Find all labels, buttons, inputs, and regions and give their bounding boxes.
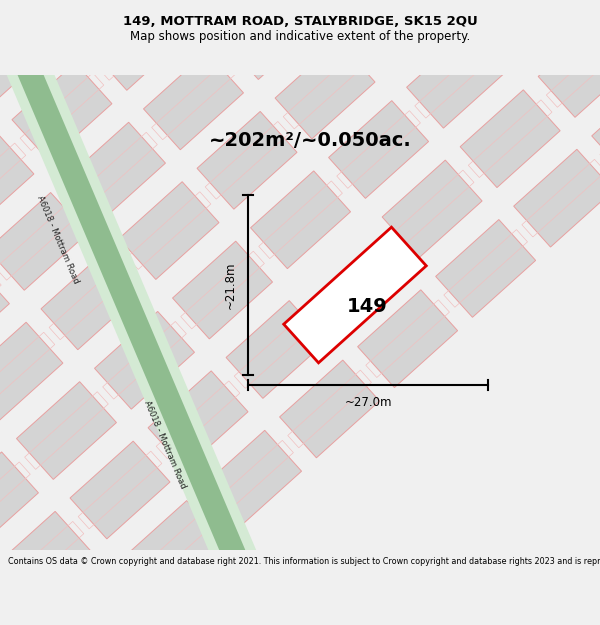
Polygon shape [65, 122, 166, 220]
Polygon shape [592, 79, 600, 177]
Polygon shape [284, 227, 426, 363]
Polygon shape [358, 290, 458, 388]
Polygon shape [226, 301, 326, 398]
Polygon shape [202, 431, 302, 528]
Polygon shape [221, 0, 322, 79]
Polygon shape [353, 0, 453, 69]
Polygon shape [0, 3, 58, 101]
Polygon shape [12, 62, 112, 161]
Text: A6018 - Mottram Road: A6018 - Mottram Road [35, 195, 80, 285]
Text: ~202m²/~0.050ac.: ~202m²/~0.050ac. [209, 131, 412, 149]
Polygon shape [280, 360, 380, 458]
Polygon shape [275, 41, 375, 139]
Polygon shape [143, 52, 244, 150]
Polygon shape [148, 371, 248, 469]
Text: Map shows position and indicative extent of the property.: Map shows position and indicative extent… [130, 30, 470, 42]
Polygon shape [41, 252, 141, 350]
Text: A6018 - Mottram Road: A6018 - Mottram Road [142, 400, 188, 490]
Polygon shape [460, 90, 560, 188]
Polygon shape [90, 0, 190, 90]
Polygon shape [0, 133, 34, 231]
Polygon shape [514, 149, 600, 247]
Polygon shape [46, 571, 145, 625]
Polygon shape [0, 452, 38, 549]
Polygon shape [251, 171, 350, 269]
Polygon shape [16, 382, 116, 479]
Polygon shape [436, 219, 536, 318]
Polygon shape [0, 262, 10, 361]
Text: Contains OS data © Crown copyright and database right 2021. This information is : Contains OS data © Crown copyright and d… [8, 558, 600, 566]
Polygon shape [124, 501, 224, 598]
Polygon shape [197, 111, 297, 209]
Polygon shape [0, 322, 63, 420]
Polygon shape [382, 160, 482, 258]
Text: 149: 149 [347, 298, 388, 316]
Polygon shape [0, 192, 88, 290]
Polygon shape [70, 441, 170, 539]
Polygon shape [119, 182, 219, 279]
Polygon shape [9, 45, 256, 585]
Polygon shape [0, 41, 265, 589]
Text: 149, MOTTRAM ROAD, STALYBRIDGE, SK15 2QU: 149, MOTTRAM ROAD, STALYBRIDGE, SK15 2QU [122, 16, 478, 28]
Polygon shape [173, 241, 272, 339]
Text: ~21.8m: ~21.8m [223, 261, 236, 309]
Polygon shape [485, 0, 584, 58]
Text: ~27.0m: ~27.0m [344, 396, 392, 409]
Polygon shape [95, 311, 194, 409]
Polygon shape [407, 31, 506, 128]
Polygon shape [538, 19, 600, 118]
Polygon shape [329, 101, 428, 198]
Polygon shape [0, 0, 5, 42]
Polygon shape [0, 511, 92, 609]
